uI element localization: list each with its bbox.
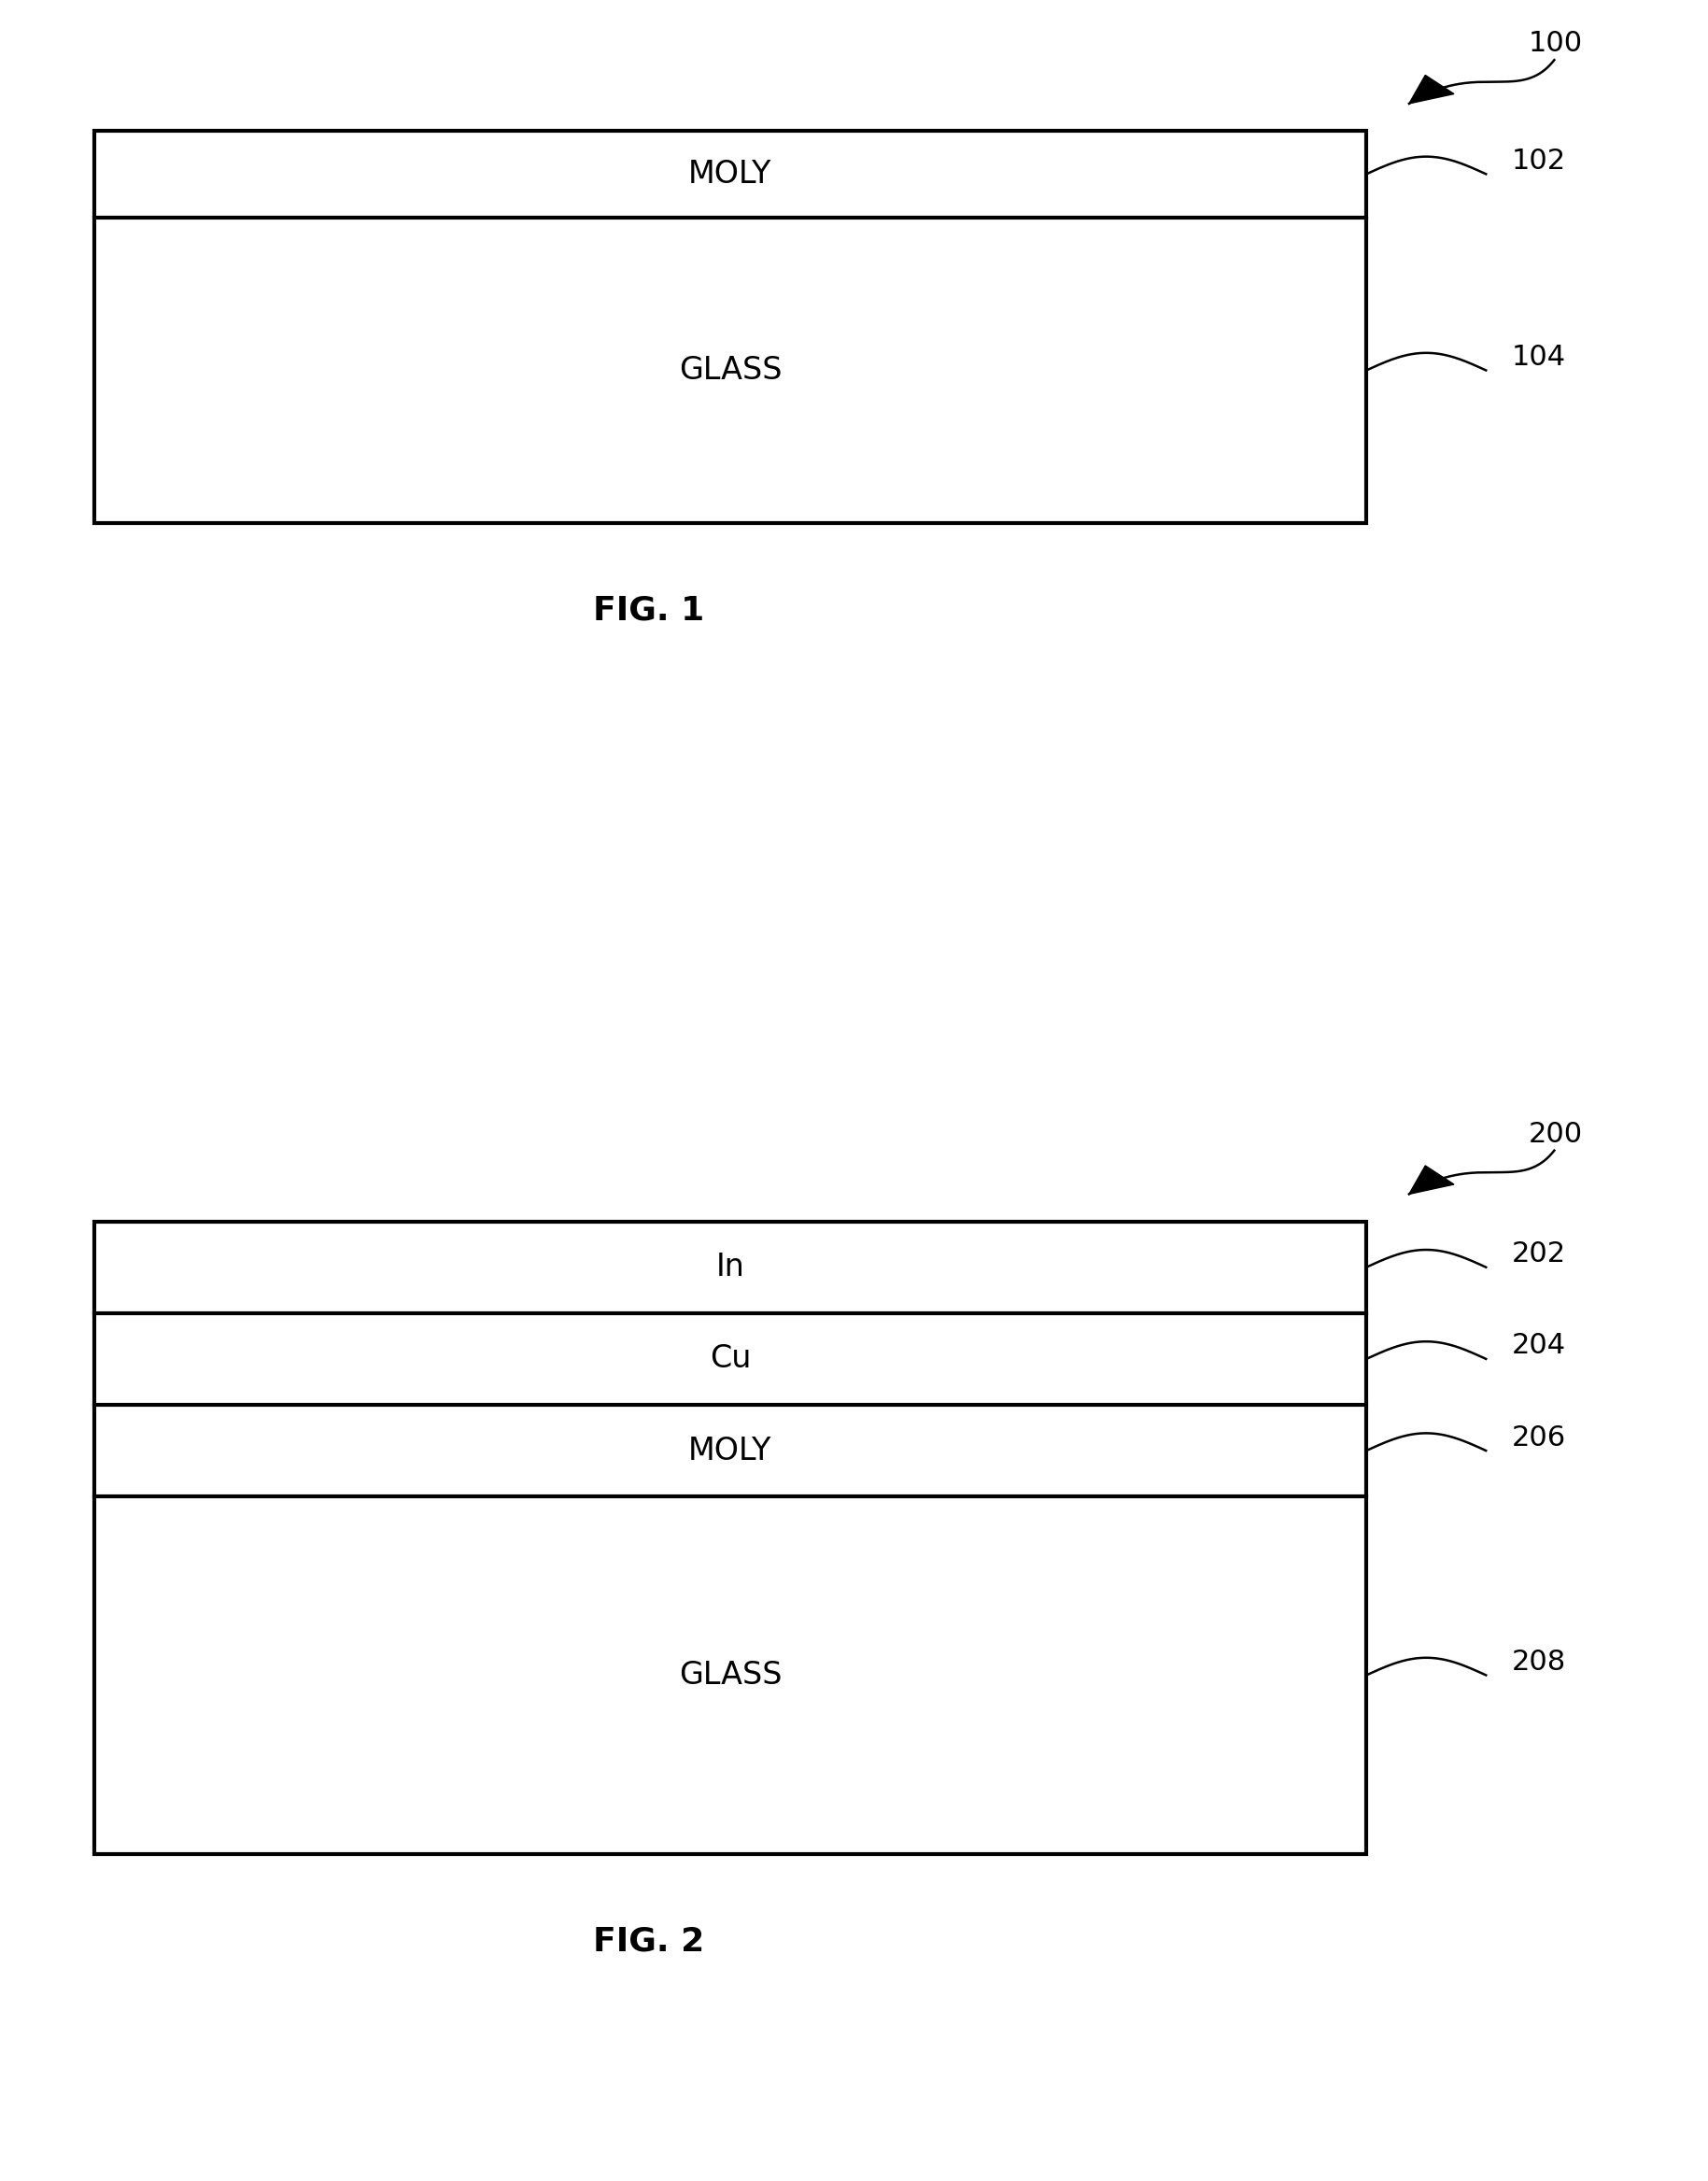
Bar bbox=[94, 131, 1366, 523]
Text: GLASS: GLASS bbox=[678, 1660, 782, 1690]
Polygon shape bbox=[1409, 1165, 1454, 1195]
Text: 208: 208 bbox=[1512, 1649, 1566, 1675]
Polygon shape bbox=[1409, 74, 1454, 103]
Text: 104: 104 bbox=[1512, 345, 1566, 371]
Text: In: In bbox=[716, 1252, 745, 1282]
Text: 100: 100 bbox=[1529, 31, 1583, 57]
Text: 200: 200 bbox=[1529, 1121, 1583, 1147]
Text: 206: 206 bbox=[1512, 1424, 1566, 1450]
Text: MOLY: MOLY bbox=[688, 1435, 772, 1466]
Text: 204: 204 bbox=[1512, 1333, 1566, 1359]
Text: FIG. 1: FIG. 1 bbox=[593, 595, 705, 626]
Text: 202: 202 bbox=[1512, 1241, 1566, 1267]
Text: 102: 102 bbox=[1512, 148, 1566, 174]
Text: Cu: Cu bbox=[709, 1343, 752, 1374]
Text: FIG. 2: FIG. 2 bbox=[593, 1926, 705, 1956]
Text: MOLY: MOLY bbox=[688, 159, 772, 190]
Bar bbox=[94, 1221, 1366, 1854]
Text: GLASS: GLASS bbox=[678, 356, 782, 386]
